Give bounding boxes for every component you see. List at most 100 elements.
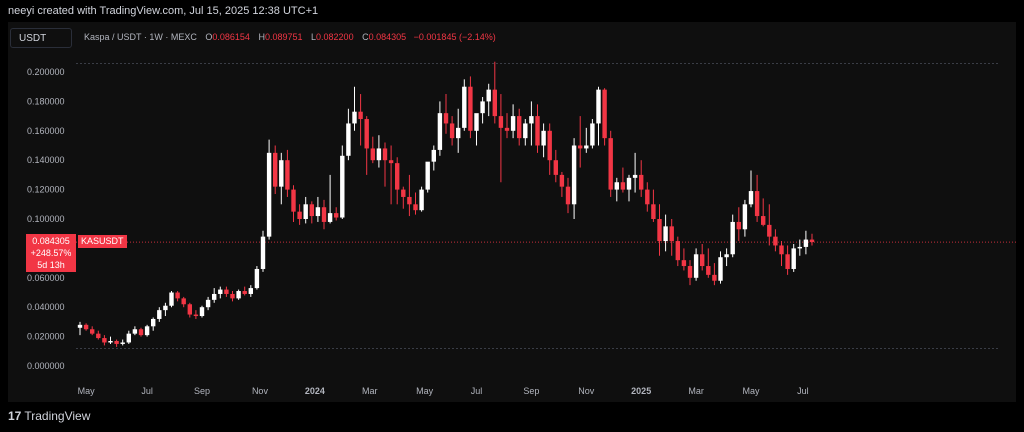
candle-body xyxy=(663,226,668,242)
symbol-price-label: KASUSDT xyxy=(78,235,127,248)
candle-body xyxy=(651,204,656,219)
candle-body xyxy=(797,246,802,249)
candle xyxy=(706,248,711,278)
pair-label: Kaspa / USDT · 1W · MEXC xyxy=(84,32,197,42)
x-tick-label: Jul xyxy=(141,386,153,396)
candle xyxy=(346,108,351,161)
low-label: L xyxy=(311,32,317,42)
candle-body xyxy=(474,113,479,131)
candle-body xyxy=(346,123,351,156)
x-axis: May Jul Sep Nov 2024 Mar May Jul Sep Nov 2025 Mar Ma… xyxy=(78,386,809,396)
candle-body xyxy=(297,211,302,219)
candle-body xyxy=(468,86,473,131)
candle-body xyxy=(376,148,382,161)
top-bar: neeyi created with TradingView.com, Jul … xyxy=(0,0,1024,22)
candle-body xyxy=(218,289,223,294)
x-tick-label: Jul xyxy=(471,386,483,396)
y-tick-label: 0.100000 xyxy=(27,214,65,224)
candle-body xyxy=(175,292,180,299)
candle xyxy=(413,192,418,215)
candle xyxy=(657,204,662,256)
candle xyxy=(651,189,656,222)
candle xyxy=(700,243,705,271)
candle-body xyxy=(565,186,571,205)
candle-body xyxy=(773,236,778,246)
candle xyxy=(675,236,680,267)
high-label: H xyxy=(258,32,265,42)
candle-body xyxy=(77,324,83,328)
candle xyxy=(254,266,260,290)
candle xyxy=(474,113,479,146)
last-price-value: 0.084305 xyxy=(32,236,70,246)
candle-body xyxy=(181,298,186,305)
candle-body xyxy=(327,213,333,222)
candle xyxy=(571,138,577,219)
credit-text: neeyi created with TradingView.com, Jul … xyxy=(8,5,319,17)
candle-body xyxy=(645,189,650,205)
change-value: −0.001845 (−2.14%) xyxy=(413,32,496,42)
candle xyxy=(364,116,369,175)
candle-body xyxy=(632,174,638,178)
candle-body xyxy=(96,333,101,339)
open-value: 0.086154 xyxy=(212,32,250,42)
candle-body xyxy=(529,116,534,124)
candle-body xyxy=(748,191,754,205)
x-tick-label: Sep xyxy=(523,386,539,396)
candle-body xyxy=(254,268,260,289)
candle-body xyxy=(395,163,400,190)
x-tick-label: 2024 xyxy=(305,386,325,396)
candle xyxy=(169,291,174,308)
candle xyxy=(614,177,619,202)
candle-body xyxy=(187,304,192,315)
candle-body xyxy=(602,89,607,139)
candle xyxy=(724,248,729,267)
candle-body xyxy=(700,254,705,267)
candle-body xyxy=(620,182,626,190)
candle-body xyxy=(266,152,272,237)
candle xyxy=(584,127,589,153)
y-tick-label: 0.040000 xyxy=(27,302,65,312)
candle xyxy=(407,174,412,217)
tradingview-logo-text: TradingView xyxy=(24,409,91,423)
candle-body xyxy=(681,260,687,267)
candle-body xyxy=(523,123,528,139)
x-tick-label: Sep xyxy=(194,386,210,396)
ohlc-legend: Kaspa / USDT · 1W · MEXC O0.086154 H0.08… xyxy=(84,32,496,42)
tradingview-logo[interactable]: 17 TradingView xyxy=(8,409,90,423)
candle-body xyxy=(785,254,790,269)
candle xyxy=(541,123,546,158)
y-tick-label: 0.000000 xyxy=(27,361,65,371)
candle xyxy=(358,94,363,146)
candle-body xyxy=(90,329,95,334)
bottom-bar xyxy=(0,402,1024,432)
candle xyxy=(291,185,296,222)
candle-body xyxy=(761,216,766,225)
candle xyxy=(803,230,809,255)
symbol-selector[interactable]: USDT xyxy=(10,28,72,48)
candle xyxy=(187,302,192,318)
chart-panel[interactable] xyxy=(8,22,1016,402)
candle-body xyxy=(712,274,717,281)
candle xyxy=(114,339,119,347)
candle-body xyxy=(687,266,693,278)
candle xyxy=(590,119,595,149)
candle xyxy=(565,177,571,214)
candle xyxy=(175,291,180,302)
candle xyxy=(382,142,388,187)
candle-body xyxy=(443,113,449,124)
candle xyxy=(748,170,754,208)
x-tick-label: Jul xyxy=(797,386,809,396)
candle-body xyxy=(541,130,546,146)
candle-body xyxy=(205,299,211,308)
candle-body xyxy=(126,333,131,343)
candle-body xyxy=(437,113,443,150)
candle xyxy=(730,214,735,258)
candle-body xyxy=(730,221,735,255)
candle-body xyxy=(590,123,595,146)
candle-body xyxy=(480,101,485,114)
candle xyxy=(279,152,284,205)
candle-body xyxy=(334,213,339,218)
candle-body xyxy=(559,174,565,187)
candle xyxy=(120,339,125,346)
